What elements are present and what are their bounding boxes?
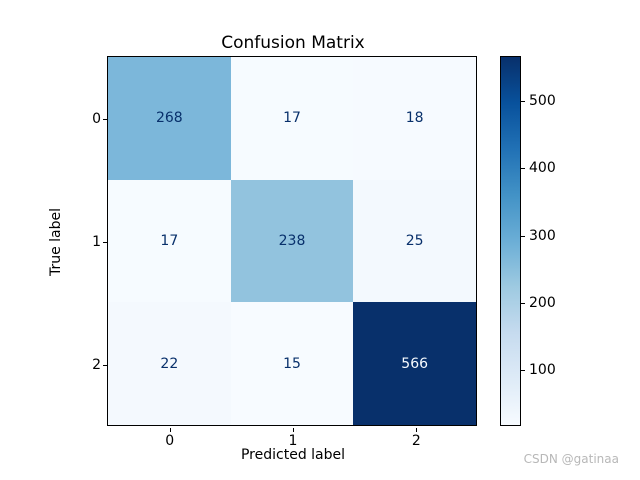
x-tick-mark-1 <box>293 428 294 432</box>
matrix-cell-1-2: 25 <box>353 179 476 303</box>
colorbar <box>500 56 521 426</box>
colorbar-gradient <box>501 57 520 425</box>
colorbar-tick-mark-300 <box>521 235 525 237</box>
matrix-cell-0-0: 268 <box>108 57 231 180</box>
colorbar-tick-label-100: 100 <box>529 361 556 378</box>
x-tick-mark-0 <box>169 428 171 432</box>
colorbar-tick-mark-100 <box>521 369 525 371</box>
colorbar-tick-label-200: 200 <box>529 294 556 311</box>
x-tick-mark-2 <box>416 428 418 432</box>
colorbar-tick-mark-200 <box>521 302 525 304</box>
y-axis-label: True label <box>48 207 64 277</box>
matrix-cell-2-0: 22 <box>108 302 231 425</box>
y-tick-mark-2 <box>103 365 107 367</box>
x-tick-label-0: 0 <box>165 433 175 449</box>
matrix-cell-0-1: 17 <box>230 57 354 180</box>
matrix-cell-0-2: 18 <box>353 57 476 180</box>
matrix-cell-1-1: 238 <box>230 179 354 303</box>
y-tick-label-0: 0 <box>92 110 101 127</box>
colorbar-tick-label-300: 300 <box>529 227 556 244</box>
matrix-cell-2-1: 15 <box>230 302 354 425</box>
matrix-cell-2-2: 566 <box>353 302 476 425</box>
watermark-text: CSDN @gatinaa <box>523 452 619 466</box>
x-tick-label-2: 2 <box>411 433 421 449</box>
x-tick-label-1: 1 <box>288 433 298 449</box>
heatmap-plot-area: 268 17 18 17 238 25 22 15 566 <box>107 56 477 426</box>
heatmap-grid: 268 17 18 17 238 25 22 15 566 <box>108 57 476 425</box>
y-tick-label-2: 2 <box>92 357 101 374</box>
colorbar-tick-label-400: 400 <box>529 160 556 177</box>
colorbar-tick-mark-500 <box>521 101 525 103</box>
colorbar-tick-mark-400 <box>521 168 525 170</box>
y-tick-label-1: 1 <box>92 234 101 250</box>
colorbar-tick-label-500: 500 <box>529 93 556 110</box>
chart-title: Confusion Matrix <box>221 33 365 53</box>
matrix-cell-1-0: 17 <box>108 179 231 303</box>
y-tick-mark-1 <box>103 242 107 243</box>
y-tick-mark-0 <box>103 118 107 120</box>
x-axis-label: Predicted label <box>240 447 346 463</box>
